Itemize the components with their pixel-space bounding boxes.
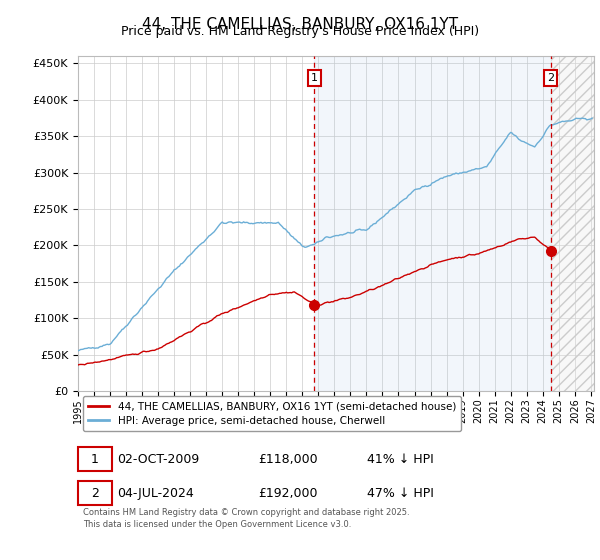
Text: Price paid vs. HM Land Registry's House Price Index (HPI): Price paid vs. HM Land Registry's House … — [121, 25, 479, 38]
Text: 2: 2 — [547, 73, 554, 83]
FancyBboxPatch shape — [78, 447, 112, 472]
Text: 44, THE CAMELLIAS, BANBURY, OX16 1YT: 44, THE CAMELLIAS, BANBURY, OX16 1YT — [142, 17, 458, 32]
Text: 04-JUL-2024: 04-JUL-2024 — [116, 487, 193, 500]
Text: 47% ↓ HPI: 47% ↓ HPI — [367, 487, 434, 500]
Text: Contains HM Land Registry data © Crown copyright and database right 2025.
This d: Contains HM Land Registry data © Crown c… — [83, 508, 410, 529]
Bar — [551, 56, 594, 391]
Bar — [314, 56, 551, 391]
Text: 41% ↓ HPI: 41% ↓ HPI — [367, 452, 434, 466]
Text: 1: 1 — [311, 73, 318, 83]
Text: 1: 1 — [91, 452, 99, 466]
FancyBboxPatch shape — [78, 481, 112, 506]
Text: £192,000: £192,000 — [259, 487, 318, 500]
Text: £118,000: £118,000 — [259, 452, 318, 466]
Text: 2: 2 — [91, 487, 99, 500]
Legend: 44, THE CAMELLIAS, BANBURY, OX16 1YT (semi-detached house), HPI: Average price, : 44, THE CAMELLIAS, BANBURY, OX16 1YT (se… — [83, 396, 461, 431]
Text: 02-OCT-2009: 02-OCT-2009 — [116, 452, 199, 466]
Bar — [551, 56, 594, 391]
